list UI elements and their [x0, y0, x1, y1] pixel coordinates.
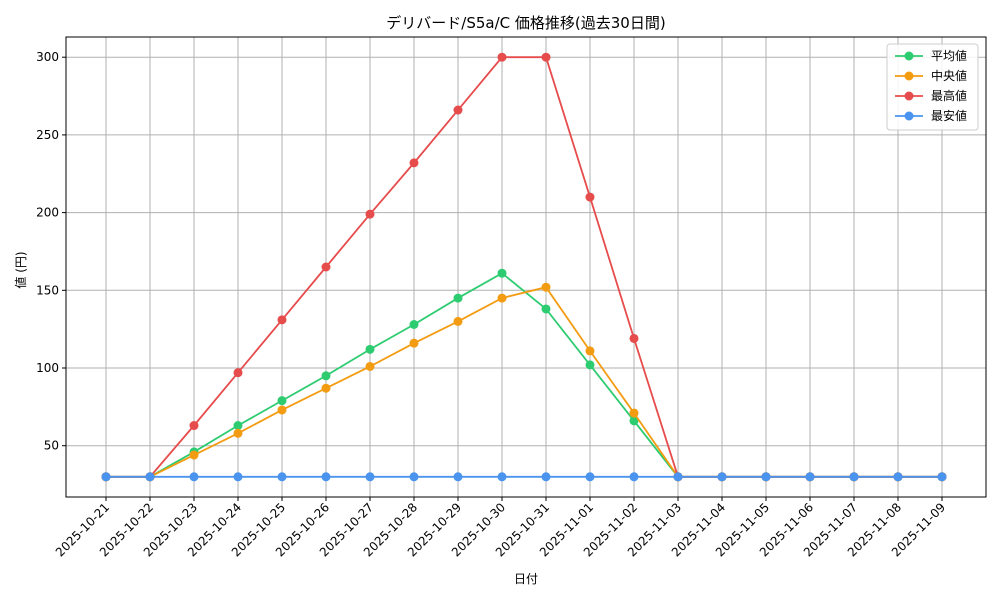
data-point — [365, 361, 375, 371]
data-point — [497, 293, 507, 303]
x-axis-label: 日付 — [514, 572, 538, 586]
legend-swatch-marker — [904, 111, 914, 121]
data-point — [233, 421, 243, 431]
data-point — [189, 472, 199, 482]
legend-label: 最安値 — [931, 108, 967, 123]
data-point — [145, 472, 155, 482]
data-point — [189, 421, 199, 431]
data-point — [365, 209, 375, 219]
y-axis-ticks: 50 100 150 200 250 300 — [36, 50, 66, 453]
data-point — [629, 416, 639, 426]
data-point — [849, 472, 859, 482]
data-point — [585, 472, 595, 482]
data-point — [321, 371, 331, 381]
data-point — [629, 408, 639, 418]
data-point — [321, 262, 331, 272]
series-line — [106, 56, 942, 478]
data-point — [277, 396, 287, 406]
data-point — [233, 472, 243, 482]
series — [101, 52, 947, 482]
data-point — [629, 333, 639, 343]
legend-entry: 中央値 — [895, 68, 967, 83]
data-point — [189, 450, 199, 460]
data-point — [409, 320, 419, 329]
data-point — [937, 472, 947, 482]
data-point — [453, 105, 463, 115]
data-point — [497, 52, 507, 62]
data-point — [365, 344, 375, 354]
legend-entry: 最安値 — [895, 108, 967, 123]
legend-entry: 平均値 — [895, 48, 967, 63]
y-tick-label: 100 — [36, 361, 59, 375]
data-point — [497, 472, 507, 482]
data-point — [409, 158, 419, 168]
legend-label: 中央値 — [931, 68, 967, 83]
data-point — [761, 472, 771, 482]
series-3 — [101, 472, 947, 482]
data-point — [585, 346, 595, 356]
legend-swatch-marker — [904, 91, 914, 101]
data-point — [233, 428, 243, 438]
data-point — [541, 52, 551, 62]
data-point — [277, 405, 287, 415]
data-point — [277, 472, 287, 482]
data-point — [321, 472, 331, 482]
data-point — [453, 293, 463, 303]
data-point — [541, 282, 551, 292]
data-point — [277, 315, 287, 325]
legend-label: 平均値 — [931, 48, 967, 63]
data-point — [497, 268, 507, 278]
chart-title: デリバード/S5a/C 価格推移(過去30日間) — [386, 14, 665, 32]
y-tick-label: 250 — [36, 128, 59, 142]
data-point — [717, 472, 727, 482]
y-tick-label: 300 — [36, 50, 59, 64]
data-point — [453, 316, 463, 326]
data-point — [365, 472, 375, 482]
data-point — [893, 472, 903, 482]
x-axis-ticks: 2025-10-212025-10-222025-10-232025-10-24… — [53, 497, 948, 559]
legend-label: 最高値 — [931, 88, 967, 103]
series-2 — [101, 52, 947, 482]
data-point — [585, 360, 595, 370]
data-point — [673, 472, 683, 482]
data-point — [805, 472, 815, 482]
data-point — [541, 304, 551, 314]
data-point — [409, 472, 419, 482]
y-tick-label: 150 — [36, 283, 59, 297]
data-point — [233, 368, 243, 378]
data-point — [541, 472, 551, 482]
legend-entry: 最高値 — [895, 88, 967, 103]
legend-swatch-marker — [904, 51, 914, 61]
data-point — [409, 338, 419, 348]
data-point — [321, 383, 331, 393]
y-axis-label: 値 (円) — [13, 251, 28, 288]
series-line — [106, 272, 942, 478]
y-tick-label: 50 — [44, 439, 59, 453]
legend-swatch-marker — [904, 71, 914, 81]
grid — [66, 37, 986, 497]
series-0 — [101, 268, 947, 482]
y-tick-label: 200 — [36, 206, 59, 220]
data-point — [585, 192, 595, 202]
data-point — [629, 472, 639, 482]
data-point — [101, 472, 111, 482]
legend-box — [886, 43, 979, 131]
series-1 — [101, 282, 947, 482]
data-point — [453, 472, 463, 482]
plot-frame — [65, 36, 987, 498]
